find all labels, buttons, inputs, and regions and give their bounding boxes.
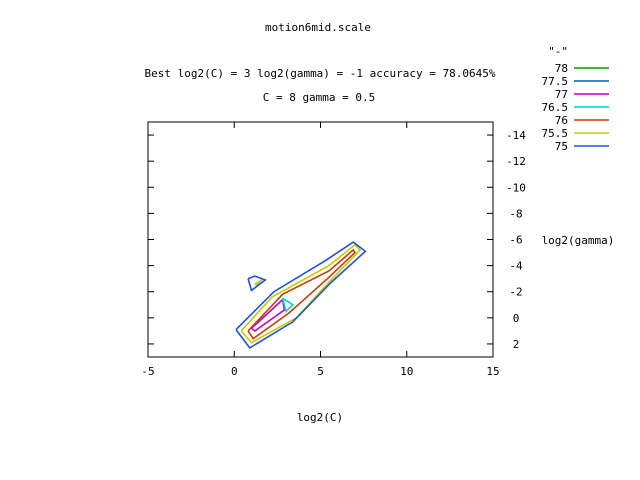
legend-label: 77 — [555, 88, 568, 101]
y-tick-label: 0 — [513, 312, 520, 325]
x-tick-label: 10 — [400, 365, 413, 378]
contour-lines — [235, 241, 367, 349]
x-tick-label: 0 — [231, 365, 238, 378]
chart-title: motion6mid.scale — [265, 21, 371, 34]
y-tick-label: -6 — [509, 234, 522, 247]
x-tick-label: 5 — [317, 365, 324, 378]
y-axis: -14 -12 -10 -8 -6 -4 -2 0 2 — [148, 129, 526, 351]
x-axis: -5 0 5 10 15 — [141, 122, 500, 378]
contour-line-75-5 — [254, 279, 263, 287]
contour-line-75 — [247, 275, 267, 292]
y-tick-label: -14 — [506, 129, 526, 142]
contour-line-76 — [247, 248, 357, 340]
plot-area — [147, 121, 494, 358]
y-tick-label: -12 — [506, 155, 526, 168]
legend-title: "-" — [548, 45, 568, 58]
y-tick-label: -4 — [509, 260, 523, 273]
y-tick-label: -10 — [506, 181, 526, 194]
contour-line-75-5 — [240, 243, 362, 344]
y-tick-label: -2 — [509, 286, 522, 299]
legend-label: 78 — [555, 62, 568, 75]
chart-subtitle-best: Best log2(C) = 3 log2(gamma) = -1 accura… — [145, 67, 496, 80]
y-tick-label: 2 — [513, 338, 520, 351]
legend-label: 75.5 — [542, 127, 569, 140]
x-tick-label: -5 — [141, 365, 154, 378]
chart-subtitle-params: C = 8 gamma = 0.5 — [263, 91, 376, 104]
legend-label: 75 — [555, 140, 568, 153]
contour-line-77 — [250, 298, 286, 332]
y-axis-label: log2(gamma) — [542, 234, 615, 247]
contour-line-76-5 — [281, 297, 295, 313]
x-axis-label: log2(C) — [297, 411, 343, 424]
y-tick-label: -8 — [509, 207, 522, 220]
legend-label: 77.5 — [542, 75, 569, 88]
legend-label: 76 — [555, 114, 568, 127]
x-tick-label: 15 — [486, 365, 499, 378]
contour-line-75 — [235, 241, 367, 349]
legend-label: 76.5 — [542, 101, 569, 114]
